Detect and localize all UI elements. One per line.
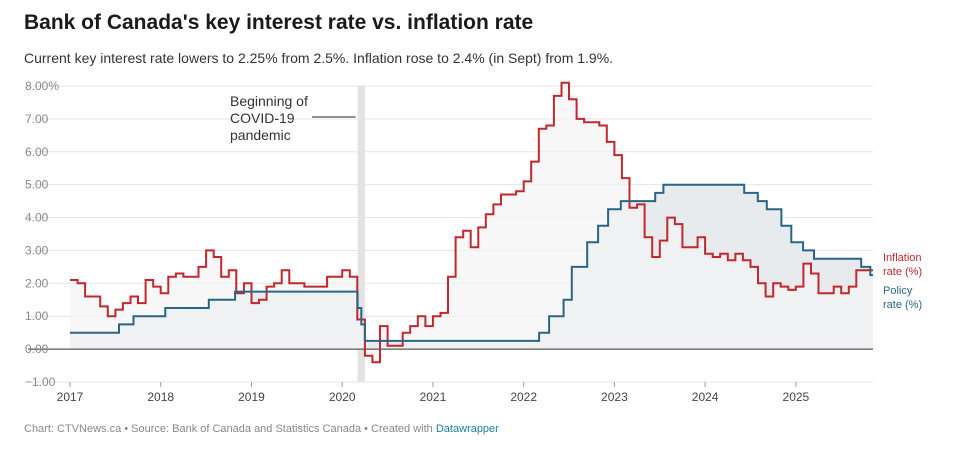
footer-source: Chart: CTVNews.ca • Source: Bank of Cana… [24,423,436,435]
x-tick-label: 2017 [57,390,84,404]
y-tick-label: −1.00 [25,375,56,389]
covid-annotation-text: pandemic [230,127,291,143]
series-lines [70,81,873,364]
y-tick-label: 3.00 [25,243,49,257]
x-tick-label: 2020 [329,390,356,404]
policy-label: rate (%) [883,299,922,311]
y-tick-label: 7.00 [25,112,49,126]
chart-title: Bank of Canada's key interest rate vs. i… [24,11,534,34]
covid-annotation-text: COVID-19 [230,110,295,126]
policy-label: Policy [883,285,913,297]
y-tick-label: 1.00 [25,309,49,323]
x-tick-label: 2019 [238,390,265,404]
series-policy [70,183,873,342]
x-tick-label: 2023 [601,390,628,404]
y-tick-label: 2.00 [25,276,49,290]
y-tick-label: 4.00 [25,211,49,225]
datawrapper-link[interactable]: Datawrapper [435,423,499,435]
x-tick-label: 2018 [147,390,174,404]
chart-footer: Chart: CTVNews.ca • Source: Bank of Cana… [24,423,499,435]
y-tick-label: 8.00% [25,79,59,93]
inflation-label: Inflation [883,252,922,264]
x-tick-label: 2024 [692,390,719,404]
series-labels: Inflation rate (%) Policy rate (%) [883,252,922,311]
x-tick-label: 2022 [510,390,537,404]
x-tick-label: 2025 [783,390,810,404]
policy-line [70,183,873,342]
y-tick-label: 0.00 [25,342,49,356]
y-axis-ticks: 8.00% 7.00 6.00 5.00 4.00 3.00 2.00 1.00 0.00 −1.… [25,79,59,389]
x-tick-label: 2021 [420,390,447,404]
chart-subtitle: Current key interest rate lowers to 2.25… [24,50,614,66]
covid-band [357,86,365,382]
y-tick-label: 5.00 [25,178,49,192]
area-fills [70,82,873,363]
inflation-line [70,81,873,364]
inflation-label: rate (%) [883,266,922,278]
series-inflation [70,81,873,364]
y-tick-label: 6.00 [25,145,49,159]
x-axis-ticks: 2017 2018 2019 2020 2021 2022 2023 2024 2025 [57,382,810,404]
covid-annotation-text: Beginning of [230,93,308,109]
